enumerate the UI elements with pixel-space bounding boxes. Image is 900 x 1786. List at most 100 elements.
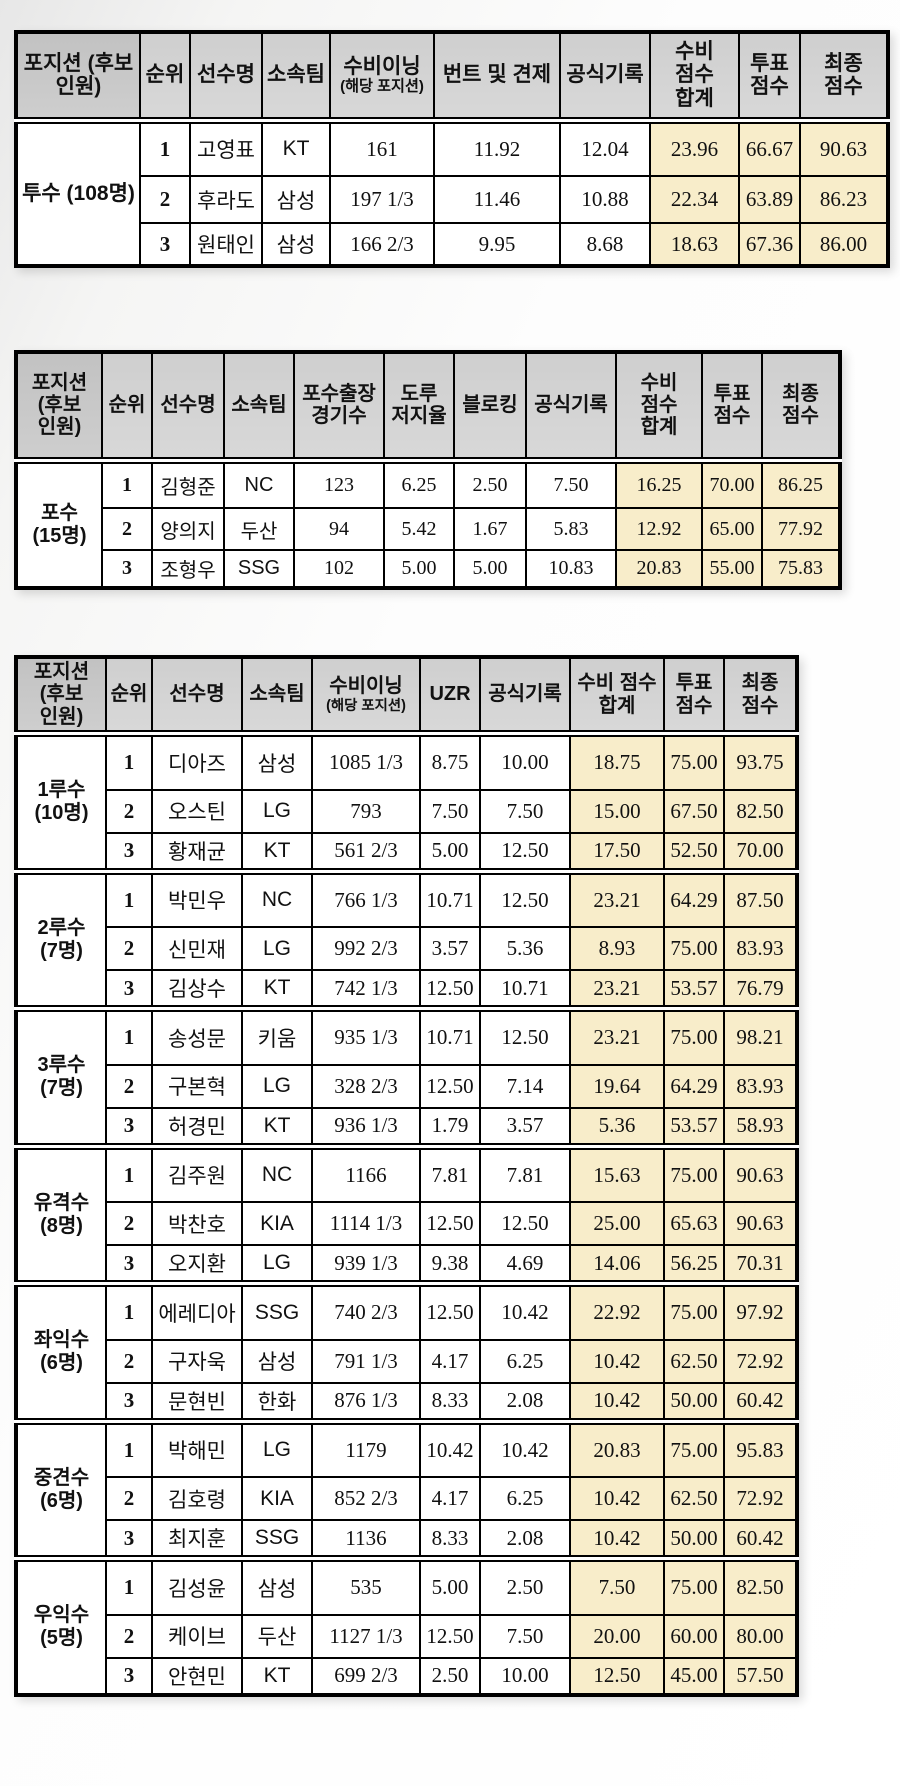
cell-score: 72.92 <box>723 1338 798 1384</box>
table-row: 2 김호령 KIA 852 2/3 4.17 6.25 10.42 62.50 72.92 <box>16 1476 798 1522</box>
pitcher-table-header-6: 공식기록 <box>559 31 651 124</box>
cell-stat: 7.14 <box>479 1063 571 1109</box>
pitcher-table-section: 포지션 (후보 인원) 순위 선수명 소속팀 수비이닝 (해당 포지션) 번트 및 견제 공식… <box>14 30 890 268</box>
cell-score: 67.50 <box>663 788 725 834</box>
cell-stat: 1114 1/3 <box>311 1201 421 1247</box>
cell-score: 86.00 <box>799 222 889 267</box>
cell-stat: 939 1/3 <box>311 1244 421 1285</box>
cell-score: 60.00 <box>663 1613 725 1659</box>
cell-stat: 2.50 <box>479 1555 571 1616</box>
cell-player-name: 김성윤 <box>151 1555 243 1616</box>
table-row: 2 오스틴 LG 793 7.50 7.50 15.00 67.50 82.50 <box>16 788 798 834</box>
catcher-table-header-10: 최종 점수 <box>761 351 841 464</box>
cell-rank: 3 <box>105 1244 153 1285</box>
cell-player-name: 신민재 <box>151 926 243 972</box>
cell-score: 50.00 <box>663 1381 725 1423</box>
cell-score: 8.93 <box>569 926 665 972</box>
cell-score: 10.42 <box>569 1519 665 1560</box>
cell-stat: 11.46 <box>433 175 561 224</box>
cell-stat: 4.17 <box>419 1476 481 1522</box>
cell-team: LG <box>241 1417 313 1479</box>
cell-team: SSG <box>241 1280 313 1341</box>
cell-stat: 766 1/3 <box>311 867 421 929</box>
header-label: 수비 점수 합계 <box>640 371 678 439</box>
cell-score: 86.23 <box>799 175 889 224</box>
position-cell: 중견수 (6명) <box>15 1417 107 1560</box>
cell-player-name: 허경민 <box>151 1106 243 1148</box>
cell-player-name: 문현빈 <box>151 1381 243 1423</box>
cell-stat: 5.36 <box>479 926 571 972</box>
catcher-table-header-3: 소속팀 <box>223 351 295 464</box>
catcher-table-header-8: 수비 점수 합계 <box>615 351 703 464</box>
cell-player-name: 디아즈 <box>151 732 243 791</box>
header-label: 선수명 <box>160 394 216 417</box>
cell-stat: 10.88 <box>559 175 651 224</box>
cell-score: 18.75 <box>569 732 665 791</box>
cell-stat: 876 1/3 <box>311 1381 421 1423</box>
table-row: 3 안현민 KT 699 2/3 2.50 10.00 12.50 45.00 57.50 <box>16 1656 798 1696</box>
cell-rank: 1 <box>105 1005 153 1066</box>
header-label: 공식기록 <box>566 63 644 87</box>
cell-score: 55.00 <box>701 549 763 589</box>
fielder-table-header-3: 소속팀 <box>241 656 313 738</box>
cell-stat: 4.69 <box>479 1244 571 1285</box>
table-row: 2 구본혁 LG 328 2/3 12.50 7.14 19.64 64.29 83.93 <box>16 1063 798 1109</box>
cell-player-name: 박민우 <box>151 867 243 929</box>
cell-stat: 10.71 <box>479 969 571 1010</box>
cell-score: 10.42 <box>569 1338 665 1384</box>
position-cell: 좌익수 (6명) <box>15 1280 107 1423</box>
cell-stat: 7.81 <box>419 1142 481 1204</box>
table-row: 2 후라도 삼성 197 1/3 11.46 10.88 22.34 63.89 86.23 <box>16 175 889 224</box>
cell-score: 87.50 <box>723 867 798 929</box>
cell-stat: 5.00 <box>419 1555 481 1616</box>
cell-score: 23.21 <box>569 969 665 1010</box>
cell-stat: 699 2/3 <box>311 1656 421 1696</box>
cell-team: 삼성 <box>241 732 313 791</box>
cell-player-name: 황재균 <box>151 831 243 873</box>
cell-score: 72.92 <box>723 1476 798 1522</box>
fielder-table-group-0: 1루수 (10명) 1 디아즈 삼성 1085 1/3 8.75 10.00 18.75 75.… <box>15 732 798 873</box>
cell-team: NC <box>223 459 295 509</box>
header-label: 최종 점수 <box>782 382 819 428</box>
header-label: 최종 점수 <box>824 51 863 99</box>
cell-score: 90.63 <box>799 119 889 177</box>
cell-stat: 1166 <box>311 1142 421 1204</box>
cell-team: KT <box>261 119 331 177</box>
cell-score: 22.92 <box>569 1280 665 1341</box>
fielder-table-header-8: 투표 점수 <box>663 656 725 738</box>
cell-stat: 5.00 <box>419 831 481 873</box>
cell-score: 23.96 <box>649 119 740 177</box>
cell-team: 키움 <box>241 1005 313 1066</box>
fielder-table-group-4: 좌익수 (6명) 1 에레디아 SSG 740 2/3 12.50 10.42 22.92 75… <box>15 1280 798 1423</box>
header-sublabel: (해당 포지션) <box>326 698 406 715</box>
cell-stat: 2.50 <box>419 1656 481 1696</box>
catcher-table: 포지션 (후보 인원) 순위 선수명 소속팀 포수출장 경기수 도루 저지율 블로킹 공식기록… <box>14 350 842 590</box>
cell-stat: 5.42 <box>383 507 455 551</box>
cell-stat: 10.71 <box>419 1005 481 1066</box>
cell-score: 75.00 <box>663 1280 725 1341</box>
table-row: 투수 (108명) 1 고영표 KT 161 11.92 12.04 23.96 66.67 90… <box>15 119 889 267</box>
position-cell: 2루수 (7명) <box>15 867 107 1010</box>
cell-score: 66.67 <box>738 119 801 177</box>
fielder-table-header-0: 포지션 (후보 인원) <box>15 656 107 738</box>
cell-rank: 1 <box>105 1417 153 1479</box>
table-row: 3 문현빈 한화 876 1/3 8.33 2.08 10.42 50.00 60.42 <box>16 1381 798 1423</box>
cell-player-name: 고영표 <box>189 119 263 177</box>
cell-stat: 12.50 <box>419 1613 481 1659</box>
cell-stat: 5.00 <box>383 549 455 589</box>
cell-player-name: 구자욱 <box>151 1338 243 1384</box>
cell-stat: 8.33 <box>419 1519 481 1560</box>
cell-stat: 1136 <box>311 1519 421 1560</box>
header-label: 순위 <box>110 683 148 706</box>
cell-stat: 10.42 <box>419 1417 481 1479</box>
cell-stat: 1179 <box>311 1417 421 1479</box>
header-label: 수비이닝 <box>343 54 421 78</box>
cell-score: 70.00 <box>701 459 763 509</box>
header-sublabel: (해당 포지션) <box>340 78 424 96</box>
cell-stat: 94 <box>293 507 385 551</box>
table-row: 2 신민재 LG 992 2/3 3.57 5.36 8.93 75.00 83.93 <box>16 926 798 972</box>
cell-stat: 2.08 <box>479 1381 571 1423</box>
cell-stat: 535 <box>311 1555 421 1616</box>
table-row: 2 박찬호 KIA 1114 1/3 12.50 12.50 25.00 65.63 90.63 <box>16 1201 798 1247</box>
cell-score: 60.42 <box>723 1381 798 1423</box>
